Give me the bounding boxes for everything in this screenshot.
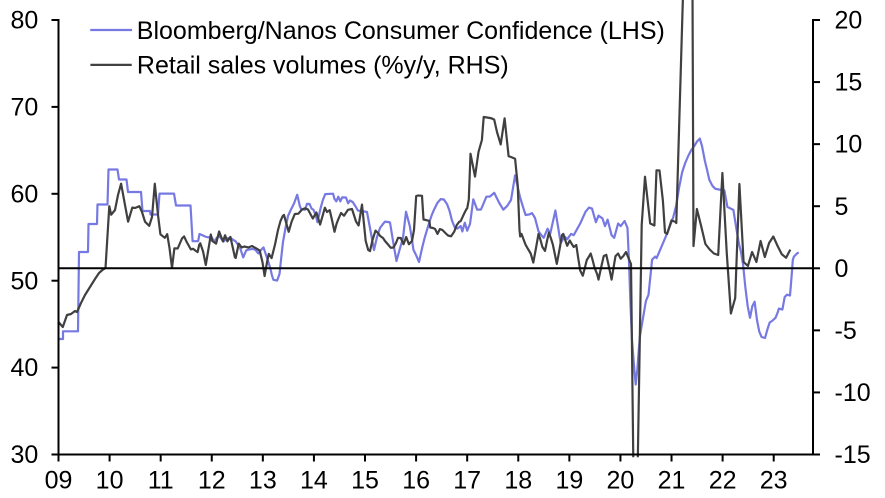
svg-text:0: 0 [835,255,849,283]
svg-text:80: 80 [10,7,38,35]
svg-text:09: 09 [45,466,73,494]
svg-text:Bloomberg/Nanos Consumer Confi: Bloomberg/Nanos Consumer Confidence (LHS… [137,17,665,45]
svg-text:22: 22 [709,466,737,494]
svg-text:20: 20 [835,7,863,35]
svg-text:40: 40 [10,354,38,382]
svg-text:50: 50 [10,267,38,295]
svg-text:60: 60 [10,180,38,208]
svg-text:14: 14 [300,466,328,494]
svg-text:-15: -15 [835,441,871,469]
svg-text:Retail sales volumes (%y/y, RH: Retail sales volumes (%y/y, RHS) [137,51,509,79]
svg-text:70: 70 [10,94,38,122]
svg-text:10: 10 [835,131,863,159]
svg-text:11: 11 [148,466,174,494]
svg-text:-10: -10 [835,379,871,407]
svg-text:12: 12 [198,466,226,494]
svg-text:17: 17 [453,466,481,494]
svg-text:13: 13 [249,466,277,494]
svg-text:15: 15 [835,69,863,97]
svg-text:5: 5 [835,193,849,221]
svg-text:20: 20 [607,466,635,494]
svg-text:16: 16 [402,466,430,494]
svg-text:18: 18 [504,466,532,494]
svg-text:30: 30 [10,441,38,469]
svg-text:19: 19 [555,466,583,494]
svg-text:23: 23 [760,466,788,494]
svg-text:-5: -5 [835,317,857,345]
svg-text:10: 10 [96,466,124,494]
svg-text:21: 21 [658,466,686,494]
svg-text:15: 15 [351,466,379,494]
